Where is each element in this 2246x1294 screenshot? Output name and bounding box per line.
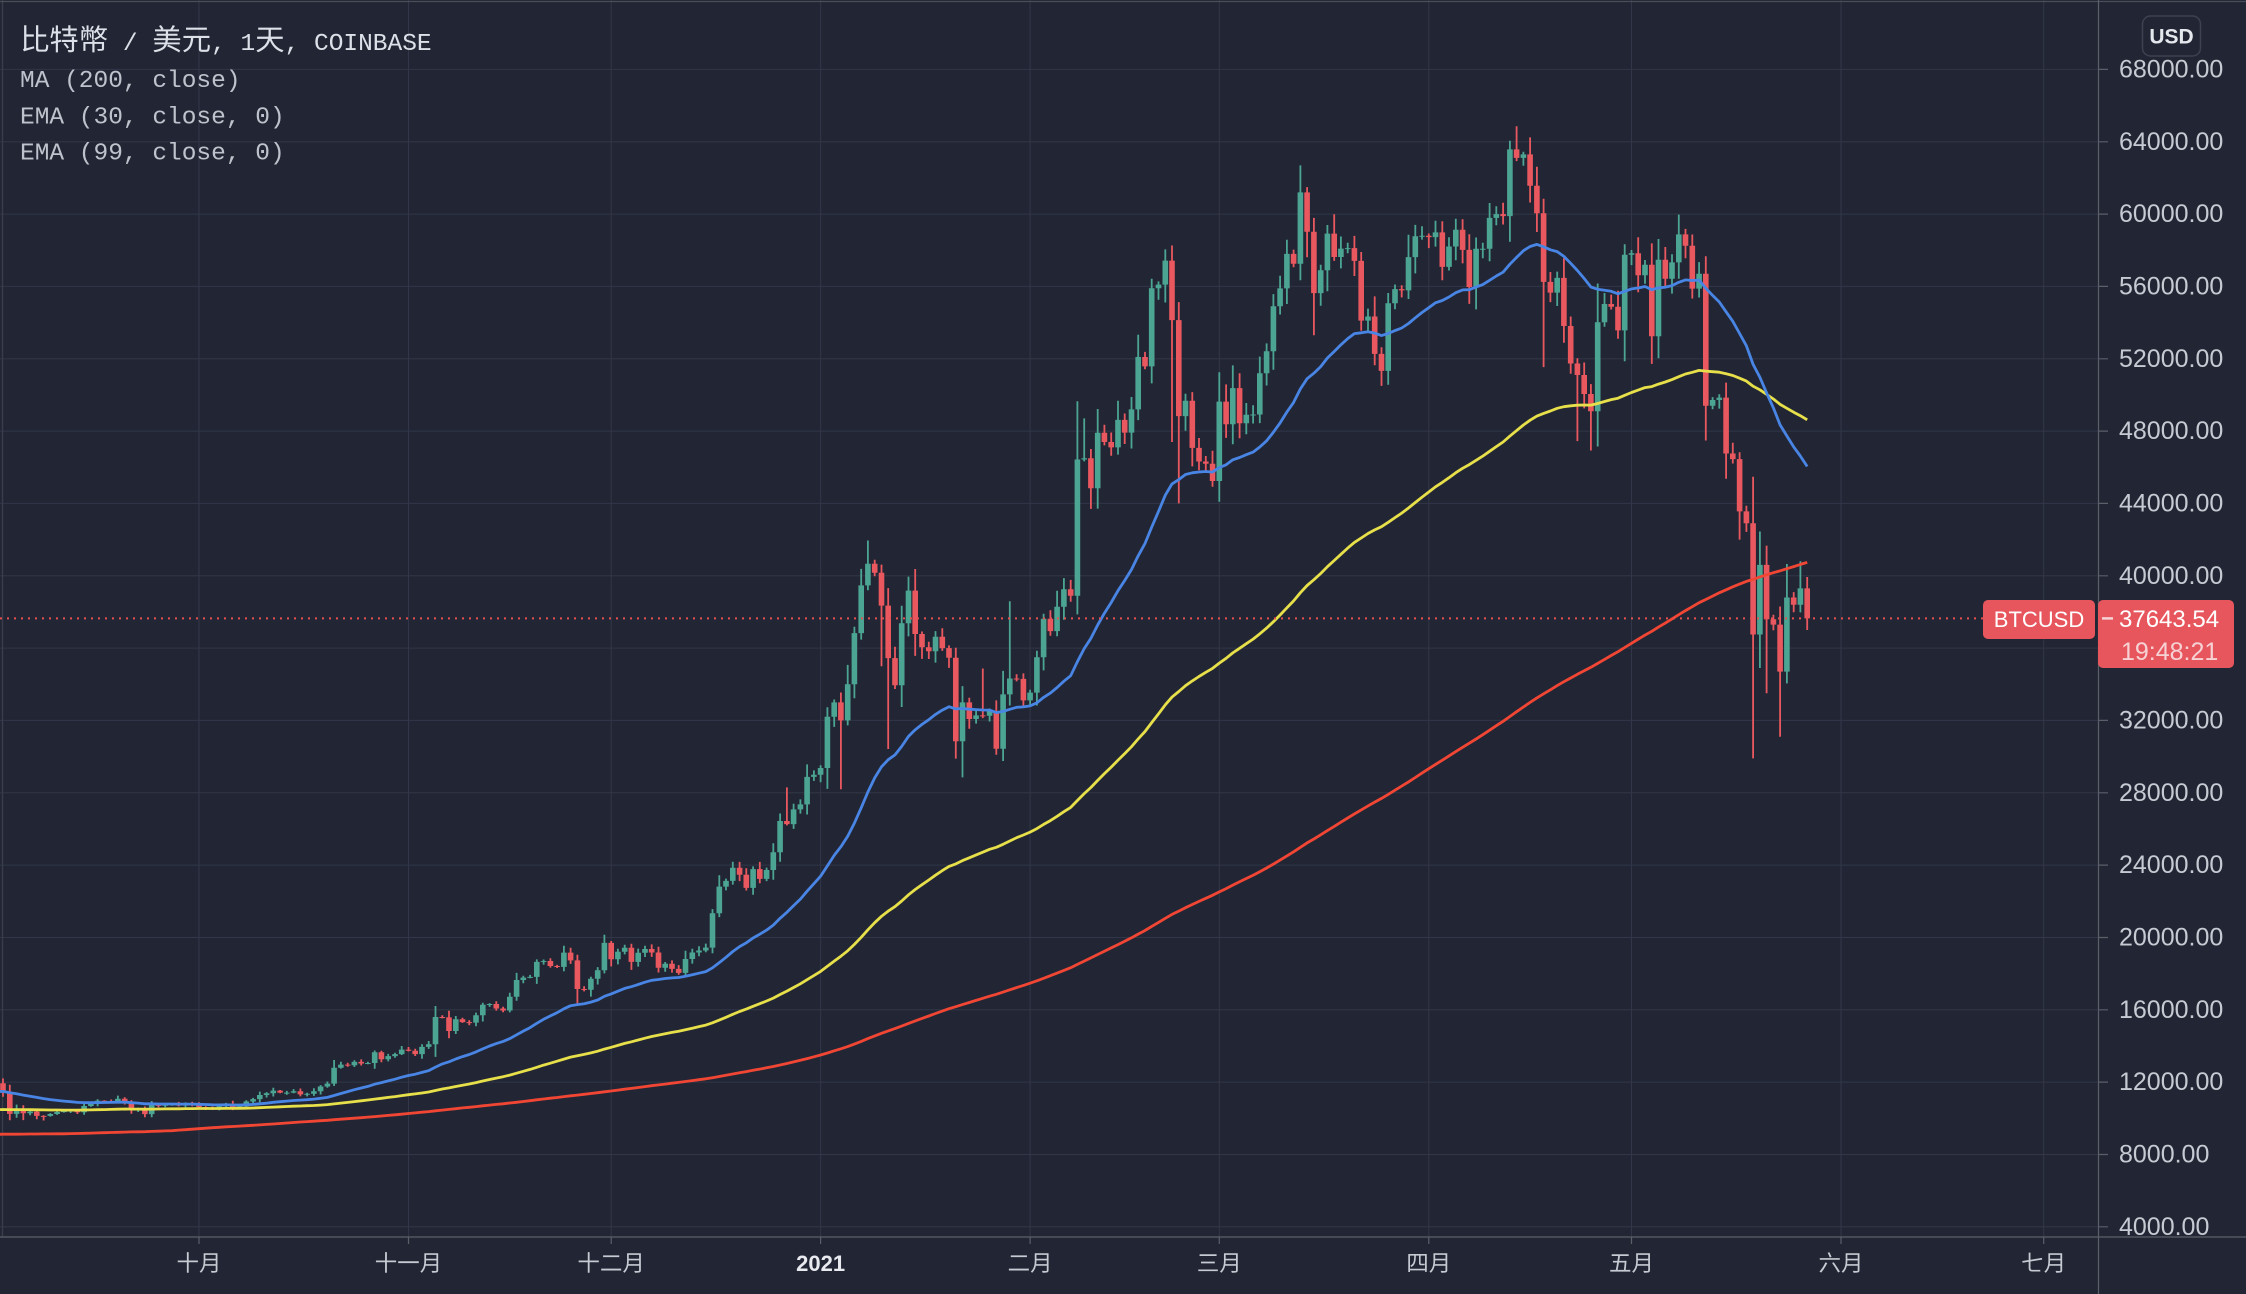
svg-text:MA (200, close): MA (200, close): [20, 68, 241, 95]
svg-text:16000.00: 16000.00: [2119, 996, 2223, 1024]
svg-text:44000.00: 44000.00: [2119, 489, 2223, 517]
svg-text:COINBASE: COINBASE: [314, 31, 432, 58]
svg-text:2021: 2021: [796, 1251, 845, 1276]
svg-text:64000.00: 64000.00: [2119, 128, 2223, 156]
svg-text:60000.00: 60000.00: [2119, 200, 2223, 228]
svg-text:12000.00: 12000.00: [2119, 1068, 2223, 1096]
svg-text:52000.00: 52000.00: [2119, 345, 2223, 373]
svg-text:/: /: [123, 31, 138, 58]
svg-text:20000.00: 20000.00: [2119, 924, 2223, 952]
svg-text:56000.00: 56000.00: [2119, 272, 2223, 300]
svg-text:40000.00: 40000.00: [2119, 562, 2223, 590]
svg-text:USD: USD: [2149, 26, 2193, 49]
svg-text:EMA (99, close, 0): EMA (99, close, 0): [20, 141, 285, 168]
svg-text:8000.00: 8000.00: [2119, 1141, 2209, 1169]
svg-text:28000.00: 28000.00: [2119, 779, 2223, 807]
svg-text:24000.00: 24000.00: [2119, 851, 2223, 879]
svg-text:48000.00: 48000.00: [2119, 417, 2223, 445]
svg-text:EMA (30, close, 0): EMA (30, close, 0): [20, 105, 285, 132]
svg-text:1: 1: [241, 31, 256, 58]
svg-text:32000.00: 32000.00: [2119, 706, 2223, 734]
svg-text:,: ,: [211, 31, 226, 58]
svg-text:4000.00: 4000.00: [2119, 1213, 2209, 1241]
svg-text:37643.54: 37643.54: [2119, 606, 2219, 633]
svg-text:68000.00: 68000.00: [2119, 55, 2223, 83]
svg-text:BTCUSD: BTCUSD: [1994, 607, 2084, 632]
svg-text:,: ,: [285, 31, 300, 58]
svg-text:19:48:21: 19:48:21: [2121, 638, 2218, 666]
